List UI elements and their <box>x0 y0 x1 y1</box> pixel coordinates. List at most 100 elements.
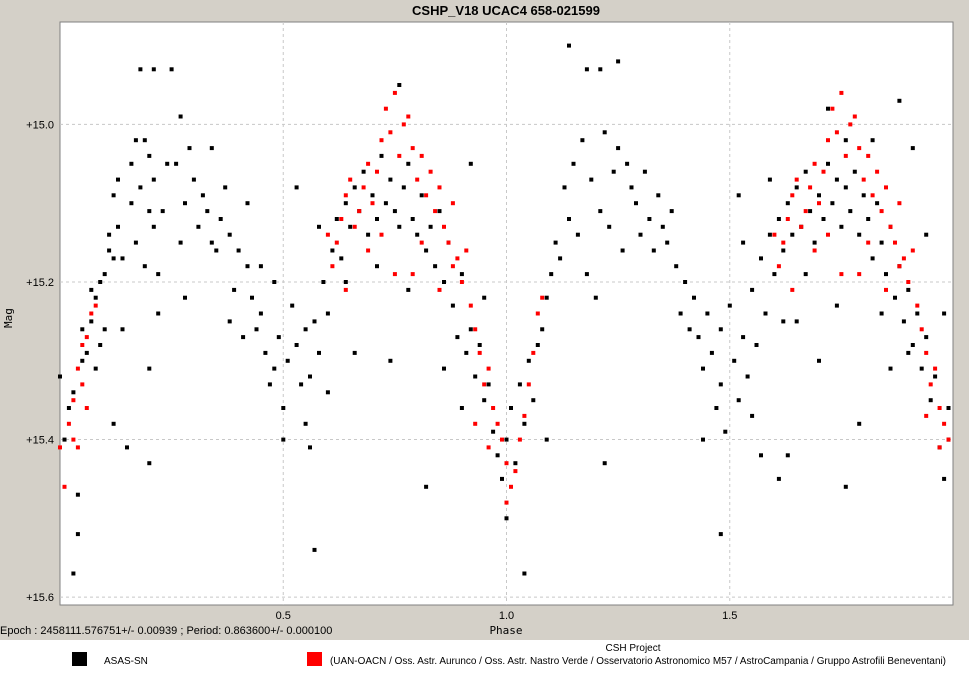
data-point <box>910 343 915 347</box>
data-point <box>361 185 366 190</box>
data-point <box>352 185 357 190</box>
data-point <box>352 224 357 229</box>
data-point <box>491 406 496 410</box>
data-point <box>776 217 781 221</box>
data-point <box>549 272 554 277</box>
data-point <box>669 209 674 214</box>
data-point <box>482 295 487 300</box>
data-point <box>392 209 397 214</box>
data-point <box>866 217 871 221</box>
data-point <box>111 421 116 426</box>
data-point <box>843 153 848 158</box>
data-point <box>812 240 817 245</box>
data-point <box>406 287 411 292</box>
data-point <box>946 406 951 410</box>
data-point <box>468 327 473 332</box>
data-point <box>482 398 487 403</box>
data-point <box>928 382 933 387</box>
data-point <box>107 248 112 253</box>
data-point <box>495 421 500 426</box>
data-point <box>567 217 571 221</box>
data-point <box>718 532 723 537</box>
data-point <box>200 193 205 198</box>
data-point <box>125 445 129 450</box>
data-point <box>343 193 348 198</box>
data-point <box>607 224 612 229</box>
data-point <box>285 358 290 363</box>
data-point <box>866 240 871 245</box>
data-point <box>741 335 746 340</box>
data-point <box>446 240 451 245</box>
data-point <box>785 201 790 206</box>
data-point <box>339 217 344 221</box>
data-point <box>71 390 76 395</box>
data-point <box>459 280 464 284</box>
data-point <box>616 146 621 151</box>
data-point <box>750 287 755 292</box>
data-point <box>227 319 232 324</box>
data-point <box>709 350 714 355</box>
data-point <box>535 343 540 347</box>
data-point <box>303 327 308 332</box>
data-point <box>812 161 817 166</box>
data-point <box>294 185 299 190</box>
data-point <box>942 476 947 481</box>
data-point <box>370 193 375 198</box>
data-point <box>183 201 187 206</box>
data-point <box>245 201 250 206</box>
data-point <box>946 437 951 442</box>
data-point <box>450 303 455 308</box>
data-point <box>308 374 312 379</box>
data-point <box>535 311 540 316</box>
data-point <box>75 445 80 450</box>
data-point <box>517 382 522 387</box>
data-point <box>334 217 339 221</box>
data-point <box>629 185 634 190</box>
data-point <box>62 484 67 489</box>
data-point <box>830 201 835 206</box>
data-point <box>102 327 107 332</box>
data-point <box>919 366 924 371</box>
data-point <box>875 169 880 174</box>
data-point <box>861 177 866 182</box>
data-point <box>133 240 138 245</box>
data-point <box>942 421 947 426</box>
data-point <box>433 264 438 269</box>
data-point <box>84 406 89 410</box>
data-point <box>406 161 411 166</box>
data-point <box>196 224 201 229</box>
data-point <box>897 201 902 206</box>
data-point <box>111 193 116 198</box>
data-point <box>826 232 830 237</box>
data-point <box>897 264 902 269</box>
data-point <box>437 185 442 190</box>
x-axis-label: Phase <box>489 624 522 637</box>
data-point <box>642 169 647 174</box>
data-point <box>817 358 821 363</box>
y-ticks: +15.0 +15.2 +15.4 +15.6 <box>26 119 54 604</box>
data-point <box>75 492 80 497</box>
data-point <box>826 161 830 166</box>
data-point <box>366 161 371 166</box>
data-point <box>388 130 393 135</box>
data-point <box>906 350 911 355</box>
y-tick-label: +15.4 <box>26 435 54 447</box>
data-point <box>93 295 98 300</box>
series-uan-oacn <box>58 90 951 505</box>
data-point <box>142 264 147 269</box>
data-point <box>888 224 893 229</box>
data-point <box>343 287 348 292</box>
data-point <box>732 358 737 363</box>
data-point <box>790 193 795 198</box>
data-point <box>410 272 415 277</box>
data-point <box>428 169 433 174</box>
data-point <box>634 201 638 206</box>
data-point <box>379 232 384 237</box>
data-point <box>901 319 906 324</box>
data-point <box>116 224 120 229</box>
data-point <box>513 469 518 474</box>
data-point <box>745 374 750 379</box>
data-point <box>625 161 630 166</box>
data-point <box>486 445 491 450</box>
data-point <box>428 224 433 229</box>
